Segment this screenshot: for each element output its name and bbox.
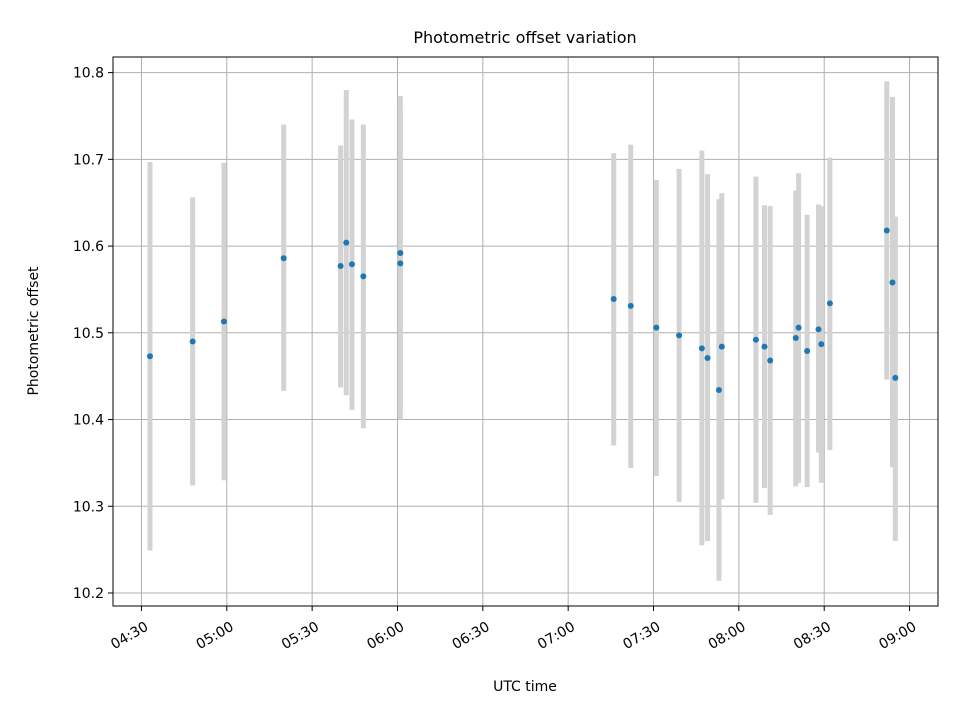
data-point <box>818 341 825 348</box>
y-tick-label: 10.4 <box>73 413 104 429</box>
y-tick-label: 10.6 <box>73 239 104 255</box>
data-point <box>718 343 725 350</box>
chart-title: Photometric offset variation <box>413 28 636 47</box>
data-point <box>892 374 899 381</box>
data-point <box>792 335 799 342</box>
data-point <box>767 357 774 364</box>
data-point <box>348 261 355 268</box>
data-point <box>804 348 811 355</box>
data-point <box>360 273 367 280</box>
data-point <box>889 279 896 286</box>
data-point <box>397 260 404 267</box>
y-tick-label: 10.5 <box>73 326 104 342</box>
x-axis-label: UTC time <box>493 679 557 695</box>
data-point <box>795 324 802 331</box>
plot-frame <box>112 56 939 607</box>
data-point <box>337 263 344 270</box>
data-point <box>280 255 287 262</box>
data-point <box>704 354 711 361</box>
data-point <box>146 353 153 360</box>
y-axis-ticks: 10.2 10.3 10.4 10.5 10.6 10.7 10.8 <box>73 66 113 602</box>
y-tick-label: 10.2 <box>73 586 104 602</box>
data-point <box>397 250 404 257</box>
data-point <box>220 318 227 325</box>
data-point <box>610 295 617 302</box>
data-points <box>146 227 899 394</box>
data-point <box>676 332 683 339</box>
y-tick-label: 10.8 <box>73 66 104 82</box>
data-point <box>715 387 722 394</box>
data-point <box>698 345 705 352</box>
data-point <box>826 300 833 307</box>
data-point <box>761 343 768 350</box>
y-tick-label: 10.3 <box>73 499 104 515</box>
data-point <box>653 324 660 331</box>
data-point <box>343 239 350 246</box>
data-point <box>752 336 759 343</box>
y-tick-label: 10.7 <box>73 152 104 168</box>
data-point <box>883 227 890 234</box>
data-point <box>627 302 634 309</box>
data-point <box>815 326 822 333</box>
data-point <box>189 338 196 345</box>
y-axis-label: Photometric offset <box>26 266 42 396</box>
